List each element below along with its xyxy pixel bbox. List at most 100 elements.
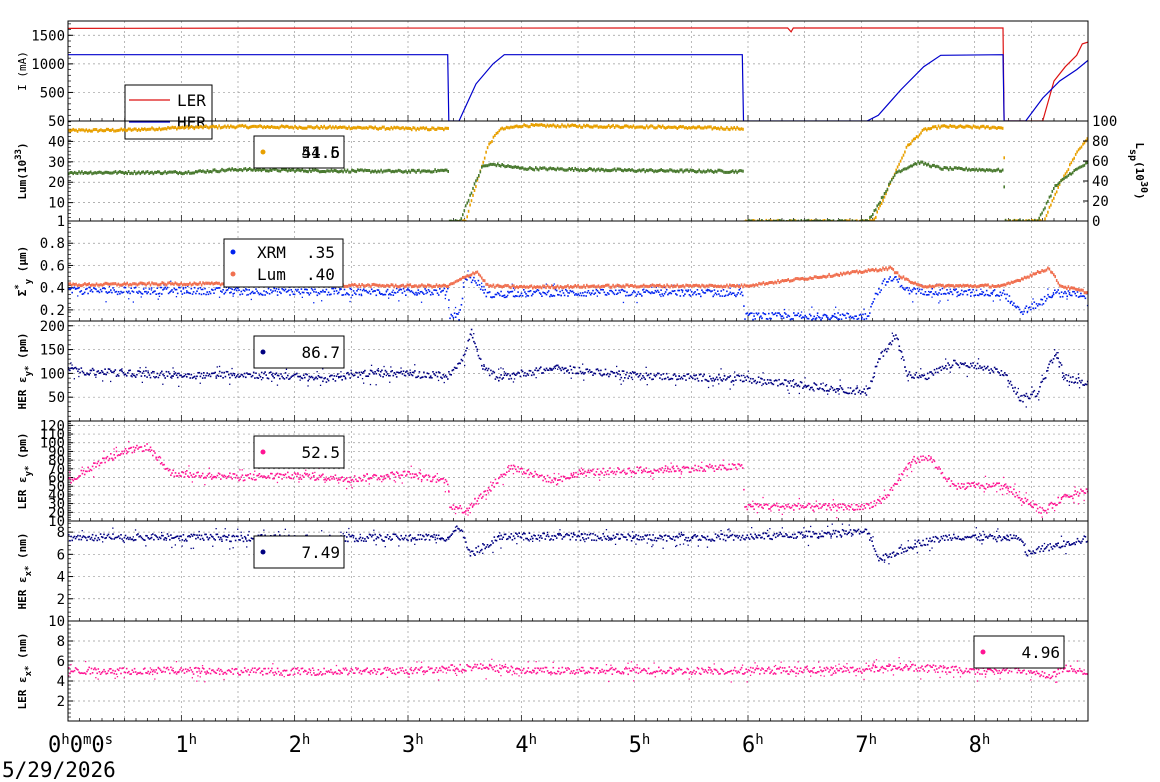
data-point bbox=[770, 381, 772, 384]
data-point bbox=[898, 345, 901, 347]
data-point bbox=[847, 313, 850, 315]
data-point bbox=[81, 170, 83, 174]
data-point bbox=[559, 167, 562, 171]
data-point bbox=[748, 312, 751, 315]
data-point bbox=[402, 370, 405, 372]
data-point bbox=[238, 376, 240, 378]
data-point bbox=[703, 292, 705, 294]
data-point bbox=[590, 167, 592, 171]
data-point bbox=[193, 286, 196, 289]
data-point bbox=[567, 295, 569, 297]
data-point bbox=[939, 283, 941, 287]
data-point bbox=[370, 170, 372, 174]
data-point bbox=[138, 282, 140, 286]
data-point bbox=[153, 376, 155, 378]
data-point bbox=[820, 319, 822, 321]
data-point bbox=[137, 292, 139, 294]
data-point bbox=[83, 373, 86, 376]
data-point bbox=[283, 289, 286, 292]
data-point bbox=[462, 219, 464, 221]
data-point bbox=[387, 127, 390, 131]
data-point bbox=[1051, 199, 1054, 203]
data-point bbox=[133, 170, 136, 174]
data-point bbox=[917, 376, 920, 379]
data-point bbox=[1035, 303, 1038, 305]
data-point bbox=[928, 290, 930, 293]
data-point bbox=[403, 127, 406, 131]
data-point bbox=[443, 169, 445, 173]
data-point bbox=[622, 169, 625, 173]
data-point bbox=[577, 372, 579, 375]
data-point bbox=[437, 285, 439, 288]
data-point bbox=[189, 281, 191, 285]
data-point bbox=[562, 168, 565, 172]
data-point bbox=[179, 374, 181, 377]
data-point bbox=[934, 291, 937, 293]
data-point bbox=[151, 281, 153, 285]
data-point bbox=[496, 376, 499, 379]
data-point bbox=[1064, 172, 1067, 176]
data-point bbox=[454, 367, 457, 369]
data-point bbox=[778, 378, 780, 381]
data-point bbox=[511, 373, 514, 375]
data-point bbox=[76, 129, 79, 133]
data-point bbox=[358, 371, 361, 374]
data-point bbox=[162, 373, 164, 376]
data-point bbox=[186, 292, 188, 294]
data-point bbox=[580, 294, 583, 297]
data-point bbox=[622, 125, 625, 129]
data-point bbox=[1027, 397, 1030, 400]
data-point bbox=[167, 281, 169, 285]
data-point bbox=[111, 282, 114, 286]
data-point bbox=[558, 167, 560, 171]
data-point bbox=[107, 171, 109, 175]
data-point bbox=[1067, 290, 1070, 292]
data-point bbox=[992, 290, 995, 292]
data-point bbox=[676, 378, 678, 381]
data-point bbox=[255, 288, 257, 290]
data-point bbox=[325, 288, 328, 291]
data-point bbox=[835, 316, 837, 318]
data-point bbox=[87, 373, 89, 375]
data-point bbox=[848, 272, 851, 276]
data-point bbox=[95, 282, 98, 286]
data-point bbox=[818, 276, 820, 280]
data-point bbox=[593, 167, 595, 171]
data-point bbox=[247, 126, 250, 130]
data-point bbox=[93, 369, 95, 371]
data-point bbox=[222, 168, 225, 172]
data-point bbox=[361, 168, 363, 172]
data-point bbox=[1036, 270, 1039, 273]
data-point bbox=[856, 219, 858, 221]
data-point bbox=[949, 124, 951, 128]
data-point bbox=[425, 292, 427, 295]
data-point bbox=[122, 291, 125, 294]
data-point bbox=[565, 367, 567, 369]
data-point bbox=[1013, 390, 1015, 393]
data-point bbox=[880, 352, 882, 354]
data-point bbox=[378, 283, 381, 287]
data-point bbox=[977, 285, 979, 289]
data-point bbox=[324, 377, 326, 379]
data-point bbox=[470, 273, 473, 277]
data-point bbox=[263, 167, 266, 171]
data-point bbox=[130, 171, 133, 175]
data-point bbox=[1035, 219, 1038, 221]
data-point bbox=[132, 128, 134, 132]
data-point bbox=[877, 202, 880, 206]
data-point bbox=[594, 285, 597, 289]
data-point bbox=[445, 285, 448, 288]
data-point bbox=[475, 185, 477, 189]
data-point bbox=[94, 287, 96, 290]
data-point bbox=[577, 168, 579, 172]
data-point bbox=[98, 291, 101, 294]
data-point bbox=[1009, 380, 1012, 383]
data-point bbox=[70, 362, 72, 364]
data-point bbox=[441, 127, 444, 130]
data-point bbox=[409, 127, 412, 130]
data-point bbox=[163, 374, 165, 377]
data-point bbox=[340, 169, 343, 173]
data-point bbox=[907, 278, 909, 281]
data-point bbox=[133, 282, 136, 286]
data-point bbox=[221, 291, 223, 293]
